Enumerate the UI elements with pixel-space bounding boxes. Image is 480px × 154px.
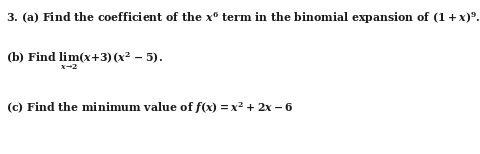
- Text: (c) Find the minimum value of $f(x) = x^2 + 2x - 6$: (c) Find the minimum value of $f(x) = x^…: [6, 100, 294, 116]
- Text: (b) Find $\lim_{x \to 2}(x + 3)(x^2 - 5)$.: (b) Find $\lim_{x \to 2}(x + 3)(x^2 - 5)…: [6, 51, 163, 72]
- Text: 3. (a) Find the coefficient of the $x^6$ term in the binomial expansion of $(1 +: 3. (a) Find the coefficient of the $x^6$…: [6, 11, 480, 26]
